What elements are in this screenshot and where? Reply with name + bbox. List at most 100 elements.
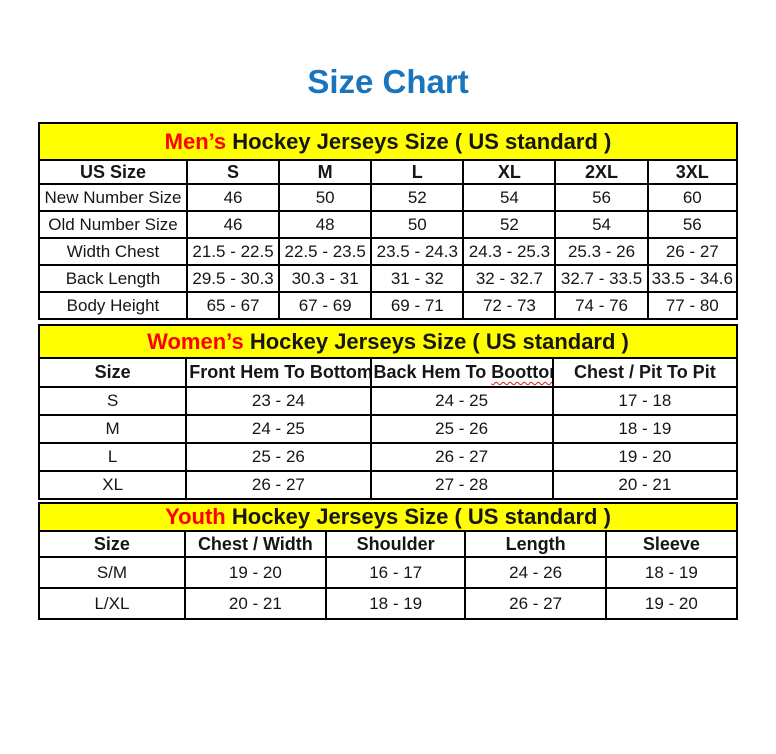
mens-banner-accent: Men’s: [164, 128, 227, 154]
page-title: Size Chart: [307, 63, 469, 100]
mens-row-label: New Number Size: [38, 183, 188, 212]
youth-cell-l-xl-shoulder: 18 - 19: [324, 587, 467, 620]
womens-row-label: XL: [37, 470, 188, 500]
mens-cell-old-number-size-xl: 52: [462, 210, 557, 239]
mens-row-width-chest: Width Chest 21.5 - 22.5 22.5 - 23.5 23.5 - …: [38, 237, 739, 266]
mens-cell-body-height-l: 69 - 71: [370, 291, 465, 320]
mens-cell-old-number-size-s: 46: [185, 210, 281, 239]
youth-row-l-xl: L/XL 20 - 21 18 - 19 26 - 27 19 - 20: [38, 587, 739, 620]
mens-row-label: Width Chest: [38, 237, 188, 266]
mens-cell-width-chest-xl: 24.3 - 25.3: [462, 237, 557, 266]
womens-col-size: Size: [37, 357, 188, 388]
mens-cell-back-length-s: 29.5 - 30.3: [185, 264, 281, 293]
mens-cell-width-chest-m: 22.5 - 23.5: [278, 237, 373, 266]
womens-row-label: S: [37, 386, 188, 416]
mens-cell-old-number-size-3xl: 56: [646, 210, 739, 239]
womens-cell-l-chest-pit-to-pit: 19 - 20: [551, 442, 739, 472]
youth-cell-s-m-length: 24 - 26: [464, 556, 607, 589]
womens-cell-xl-chest-pit-to-pit: 20 - 21: [551, 470, 739, 500]
youth-cell-l-xl-sleeve: 19 - 20: [604, 587, 739, 620]
mens-cell-width-chest-s: 21.5 - 22.5: [185, 237, 281, 266]
mens-col-2xl: 2XL: [554, 159, 649, 185]
womens-size-table: Women’s Hockey Jerseys Size ( US standar…: [37, 324, 739, 500]
mens-cell-back-length-3xl: 33.5 - 34.6: [646, 264, 739, 293]
youth-col-length: Length: [464, 530, 607, 558]
mens-cell-new-number-size-2xl: 56: [554, 183, 649, 212]
youth-row-label: S/M: [38, 556, 186, 589]
mens-row-body-height: Body Height 65 - 67 67 - 69 69 - 71 72 - 73 7…: [38, 291, 739, 320]
youth-cell-l-xl-chest-width: 20 - 21: [183, 587, 327, 620]
misspelled-word: Boottom: [491, 362, 550, 382]
mens-cell-new-number-size-l: 52: [370, 183, 465, 212]
womens-row-xl: XL 26 - 27 27 - 28 20 - 21: [37, 470, 739, 500]
size-chart-page: Size Chart Men’s Hockey Jerseys Size ( U…: [0, 62, 776, 754]
mens-cell-body-height-s: 65 - 67: [185, 291, 281, 320]
mens-col-m: M: [278, 159, 373, 185]
mens-cell-new-number-size-xl: 54: [462, 183, 557, 212]
womens-col-back-hem-to-boottom: Back Hem To Boottom: [369, 357, 554, 388]
mens-banner: Men’s Hockey Jerseys Size ( US standard …: [38, 122, 738, 161]
womens-cell-m-back-hem-to-boottom: 25 - 26: [369, 414, 554, 444]
womens-col-front-hem-to-bottom: Front Hem To Bottom: [185, 357, 372, 388]
womens-banner-accent: Women’s: [147, 328, 244, 354]
mens-cell-body-height-xl: 72 - 73: [462, 291, 557, 320]
mens-col-s: S: [185, 159, 281, 185]
womens-cell-s-chest-pit-to-pit: 17 - 18: [551, 386, 739, 416]
mens-cell-new-number-size-s: 46: [185, 183, 281, 212]
mens-cell-body-height-2xl: 74 - 76: [554, 291, 649, 320]
mens-cell-back-length-xl: 32 - 32.7: [462, 264, 557, 293]
womens-cell-s-back-hem-to-boottom: 24 - 25: [369, 386, 554, 416]
mens-col-us-size: US Size: [38, 159, 188, 185]
mens-cell-width-chest-l: 23.5 - 24.3: [370, 237, 465, 266]
mens-row-old-number-size: Old Number Size 46 48 50 52 54 56: [38, 210, 739, 239]
womens-row-s: S 23 - 24 24 - 25 17 - 18: [37, 386, 739, 416]
mens-header-row: US Size S M L XL 2XL 3XL: [38, 159, 739, 185]
mens-row-label: Body Height: [38, 291, 188, 320]
youth-cell-s-m-shoulder: 16 - 17: [324, 556, 467, 589]
womens-row-l: L 25 - 26 26 - 27 19 - 20: [37, 442, 739, 472]
womens-header-row: Size Front Hem To Bottom Back Hem To Boott…: [37, 357, 739, 388]
tables-container: Men’s Hockey Jerseys Size ( US standard …: [37, 122, 739, 620]
mens-row-back-length: Back Length 29.5 - 30.3 30.3 - 31 31 - 32 32…: [38, 264, 739, 293]
mens-col-xl: XL: [462, 159, 557, 185]
mens-cell-new-number-size-m: 50: [278, 183, 373, 212]
womens-cell-l-front-hem-to-bottom: 25 - 26: [185, 442, 372, 472]
youth-row-s-m: S/M 19 - 20 16 - 17 24 - 26 18 - 19: [38, 556, 739, 589]
womens-cell-xl-front-hem-to-bottom: 26 - 27: [185, 470, 372, 500]
womens-row-label: L: [37, 442, 188, 472]
mens-cell-back-length-m: 30.3 - 31: [278, 264, 373, 293]
youth-cell-s-m-chest-width: 19 - 20: [183, 556, 327, 589]
womens-row-m: M 24 - 25 25 - 26 18 - 19: [37, 414, 739, 444]
mens-cell-body-height-m: 67 - 69: [278, 291, 373, 320]
mens-cell-new-number-size-3xl: 60: [646, 183, 739, 212]
mens-row-new-number-size: New Number Size 46 50 52 54 56 60: [38, 183, 739, 212]
mens-cell-old-number-size-m: 48: [278, 210, 373, 239]
mens-cell-back-length-2xl: 32.7 - 33.5: [554, 264, 649, 293]
womens-cell-m-front-hem-to-bottom: 24 - 25: [185, 414, 372, 444]
womens-cell-m-chest-pit-to-pit: 18 - 19: [551, 414, 739, 444]
womens-cell-l-back-hem-to-boottom: 26 - 27: [369, 442, 554, 472]
mens-cell-old-number-size-l: 50: [370, 210, 465, 239]
youth-banner: Youth Hockey Jerseys Size ( US standard …: [38, 502, 738, 532]
mens-cell-width-chest-3xl: 26 - 27: [646, 237, 739, 266]
mens-size-table: Men’s Hockey Jerseys Size ( US standard …: [38, 122, 739, 320]
youth-row-label: L/XL: [38, 587, 186, 620]
womens-cell-s-front-hem-to-bottom: 23 - 24: [185, 386, 372, 416]
mens-cell-old-number-size-2xl: 54: [554, 210, 649, 239]
youth-col-sleeve: Sleeve: [604, 530, 739, 558]
youth-banner-accent: Youth: [165, 504, 226, 529]
youth-header-row: Size Chest / Width Shoulder Length Sleeve: [38, 530, 739, 558]
womens-cell-xl-back-hem-to-boottom: 27 - 28: [369, 470, 554, 500]
mens-row-label: Back Length: [38, 264, 188, 293]
mens-col-l: L: [370, 159, 465, 185]
youth-col-size: Size: [38, 530, 186, 558]
womens-banner: Women’s Hockey Jerseys Size ( US standar…: [38, 324, 738, 359]
youth-col-shoulder: Shoulder: [324, 530, 467, 558]
mens-col-3xl: 3XL: [646, 159, 739, 185]
womens-row-label: M: [37, 414, 188, 444]
mens-cell-body-height-3xl: 77 - 80: [646, 291, 739, 320]
mens-cell-back-length-l: 31 - 32: [370, 264, 465, 293]
womens-col-chest-pit-to-pit: Chest / Pit To Pit: [551, 357, 739, 388]
mens-cell-width-chest-2xl: 25.3 - 26: [554, 237, 649, 266]
youth-size-table: Youth Hockey Jerseys Size ( US standard …: [38, 502, 739, 620]
